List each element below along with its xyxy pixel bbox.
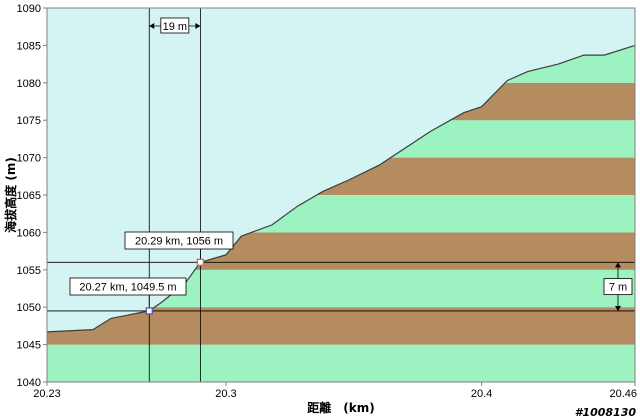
y-tick-label: 1040 bbox=[17, 377, 41, 389]
elevation-profile-line bbox=[46, 44, 636, 333]
y-tick-label: 1065 bbox=[17, 190, 41, 202]
marker-point bbox=[145, 307, 153, 315]
y-tick-label: 1080 bbox=[17, 78, 41, 90]
marker-point bbox=[196, 258, 205, 266]
marker-callout-label: 20.29 km, 1056 m bbox=[135, 236, 223, 248]
y-axis-ticks: 1040 1045 1050 1055 1060 1065 1070 1075 1080 1085… bbox=[17, 3, 47, 389]
height-label: 7 m bbox=[609, 282, 627, 294]
y-tick-label: 1075 bbox=[17, 115, 41, 127]
y-tick-label: 1085 bbox=[17, 40, 41, 52]
distance-arrow-right bbox=[195, 23, 201, 29]
elevation-band bbox=[47, 344, 635, 382]
height-arrow-top bbox=[615, 262, 621, 268]
elevation-band bbox=[47, 307, 635, 345]
y-tick-label: 1070 bbox=[17, 153, 41, 165]
distance-label-box bbox=[160, 17, 190, 34]
y-tick-label: 1050 bbox=[17, 302, 41, 314]
x-tick-label: 20.3 bbox=[215, 388, 236, 400]
marker-callout-box bbox=[124, 231, 234, 250]
watermark: #1008130 bbox=[575, 406, 637, 419]
y-tick-label: 1045 bbox=[17, 340, 41, 352]
y-tick-label: 1060 bbox=[17, 227, 41, 239]
measurement-guides: 19 m 7 m bbox=[47, 8, 635, 382]
distance-arrow-left bbox=[149, 23, 155, 29]
height-label-box bbox=[603, 278, 633, 296]
height-arrow-bottom bbox=[615, 305, 621, 311]
y-tick-label: 1090 bbox=[17, 3, 41, 15]
point-markers: 20.27 km, 1049.5 m 20.29 km, 1056 m bbox=[69, 231, 234, 315]
x-axis-ticks: 20.23 20.3 20.4 20.46 bbox=[33, 382, 637, 400]
x-tick-label: 20.46 bbox=[609, 388, 637, 400]
x-tick-label: 20.23 bbox=[33, 388, 61, 400]
distance-label: 19 m bbox=[163, 21, 187, 33]
marker-callout-box bbox=[69, 277, 187, 296]
marker-callout-label: 20.27 km, 1049.5 m bbox=[79, 282, 176, 294]
y-axis-title: 海拔高度 (m) bbox=[3, 157, 18, 233]
x-tick-label: 20.4 bbox=[471, 388, 492, 400]
y-tick-label: 1055 bbox=[17, 265, 41, 277]
x-axis-title: 距離 (km) bbox=[307, 400, 374, 415]
watermark-background bbox=[572, 404, 638, 419]
